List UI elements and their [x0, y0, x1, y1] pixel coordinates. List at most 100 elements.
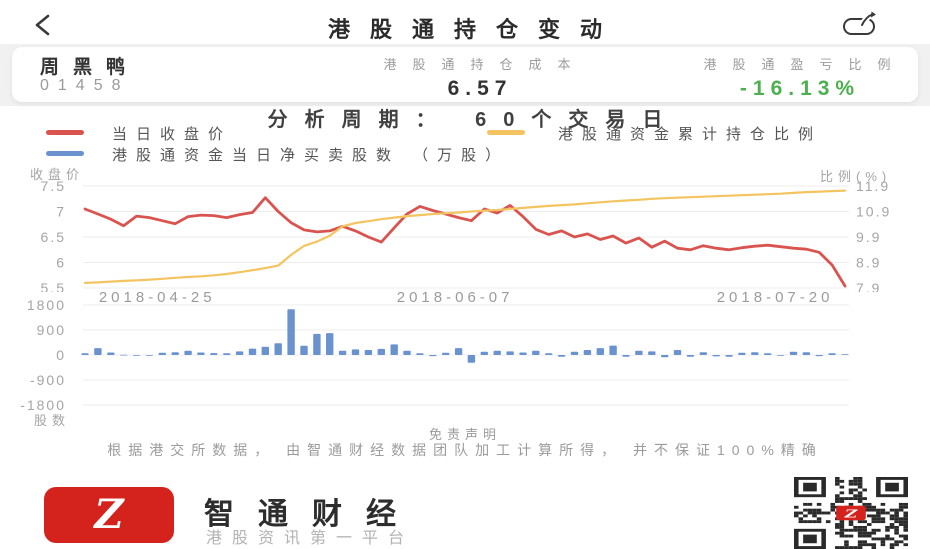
holding-ratio-line [83, 189, 847, 285]
brand-logo: Z [44, 487, 174, 543]
legend-label: 当日收盘价 [112, 126, 233, 143]
right-axis-tick: 8.9 [856, 255, 881, 271]
volume-bar [493, 350, 501, 355]
volume-bar [235, 351, 244, 355]
stock-info-card[interactable]: 周黑鸭 01458 港股通持仓成本 6.57 港股通盈亏比例 -16.13% [12, 47, 918, 102]
volume-bar [274, 343, 282, 355]
volume-bar [338, 350, 347, 355]
qr-code: Z [794, 477, 908, 549]
volume-axis-tick: -1800 [20, 397, 66, 413]
disclaimer-title: 免责声明 [428, 427, 501, 442]
volume-bar [287, 309, 295, 355]
volume-bar [171, 352, 179, 355]
volume-bar [480, 351, 488, 355]
volume-bar [596, 348, 604, 355]
x-axis-label: 2018-04-25 [98, 289, 216, 306]
volume-bar [119, 354, 128, 356]
brand-logo-glyph: Z [94, 491, 124, 538]
pnl-value: -16.13% [739, 77, 861, 100]
volume-bar [94, 348, 102, 355]
cost-label: 港股通持仓成本 [383, 57, 587, 72]
volume-bar [635, 350, 643, 355]
volume-bar [184, 350, 192, 355]
legend-item-holding-ratio: 港股通资金累计持仓比例 [487, 123, 917, 143]
volume-bar [416, 353, 424, 355]
volume-bar [81, 353, 89, 355]
back-button[interactable] [30, 10, 64, 40]
pnl-label: 港股通盈亏比例 [703, 57, 907, 72]
volume-bar [132, 355, 141, 356]
brand-name: 智通财经 [204, 498, 420, 531]
volume-bar [300, 345, 308, 355]
volume-bar [429, 355, 437, 357]
volume-bar [107, 352, 115, 355]
left-axis-tick: 7.5 [41, 178, 66, 194]
right-axis-tick: 7.9 [856, 280, 881, 292]
volume-bar [815, 355, 823, 357]
volume-bar [364, 350, 373, 355]
right-axis-tick: 10.9 [856, 204, 891, 220]
volume-bar [673, 350, 682, 355]
volume-axis-tick: -900 [30, 372, 66, 388]
right-axis-tick: 11.9 [856, 178, 890, 194]
brand-slogan: 港股资讯第一平台 [206, 530, 415, 547]
volume-bar [197, 352, 205, 355]
price-chart[interactable]: 7.5 11.9 7 10.9 6.5 9.9 6 8.9 5.5 7.9 [0, 178, 930, 292]
volume-bar [570, 351, 579, 355]
volume-bar [776, 355, 785, 356]
cost-column: 港股通持仓成本 6.57 [342, 47, 612, 101]
pnl-column: 港股通盈亏比例 -16.13% [672, 47, 922, 101]
left-axis-tick: 6 [56, 255, 66, 271]
volume-bar [377, 348, 385, 355]
volume-bar [557, 355, 566, 357]
volume-bar [145, 355, 154, 356]
right-axis-title: 比例(%) [820, 169, 892, 184]
volume-bar [442, 352, 450, 355]
volume-bar [351, 349, 360, 355]
volume-bar [661, 355, 669, 358]
volume-bar [158, 352, 166, 355]
volume-bar [648, 351, 656, 355]
x-axis-labels: 2018-04-25 2018-06-07 2018-07-20 [0, 289, 930, 306]
volume-bar [699, 352, 707, 355]
close-price-line [83, 196, 847, 288]
legend-dash-blue [46, 151, 84, 156]
volume-bar [609, 345, 617, 355]
share-button[interactable] [840, 10, 880, 40]
nav-bar: 港股通持仓变动 [0, 0, 930, 44]
volume-bar [789, 351, 798, 355]
volume-bar [506, 351, 514, 355]
volume-chart[interactable]: 1800 900 0 -900 -1800 [0, 300, 930, 422]
left-axis-tick: 5.5 [41, 280, 66, 292]
volume-bar [532, 350, 540, 355]
volume-bar [828, 353, 836, 355]
volume-axis-tick: 900 [37, 322, 66, 338]
left-axis-tick: 6.5 [41, 229, 66, 245]
volume-bar [802, 352, 811, 355]
cost-value: 6.57 [447, 77, 513, 100]
page-title: 港股通持仓变动 [327, 17, 622, 42]
x-axis-label: 2018-07-20 [716, 289, 834, 306]
volume-bar [403, 350, 411, 355]
volume-bar [725, 355, 733, 357]
volume-bar [712, 355, 720, 357]
volume-bar [545, 353, 553, 355]
volume-bar [223, 353, 231, 355]
volume-bar [622, 355, 630, 357]
volume-bar [519, 352, 527, 355]
back-chevron-icon [35, 14, 50, 36]
disclaimer-text: 根据港交所数据， 由智通财经数据团队加工计算所得， 并不保证100%精确 [107, 442, 823, 458]
legend-label: 港股通资金累计持仓比例 [558, 126, 823, 143]
share-icon [843, 11, 876, 35]
volume-bar [326, 333, 334, 355]
qr-center-logo [836, 505, 866, 521]
volume-bar [751, 352, 759, 355]
volume-axis-title: 股数 [34, 413, 71, 428]
volume-bar [738, 352, 746, 355]
volume-bar [686, 355, 695, 357]
svg-text:Z: Z [844, 508, 858, 520]
volume-bar [583, 350, 592, 355]
legend-label: 港股通资金当日净买卖股数 （万股） [112, 147, 510, 164]
volume-axis-tick: 1800 [27, 300, 66, 313]
